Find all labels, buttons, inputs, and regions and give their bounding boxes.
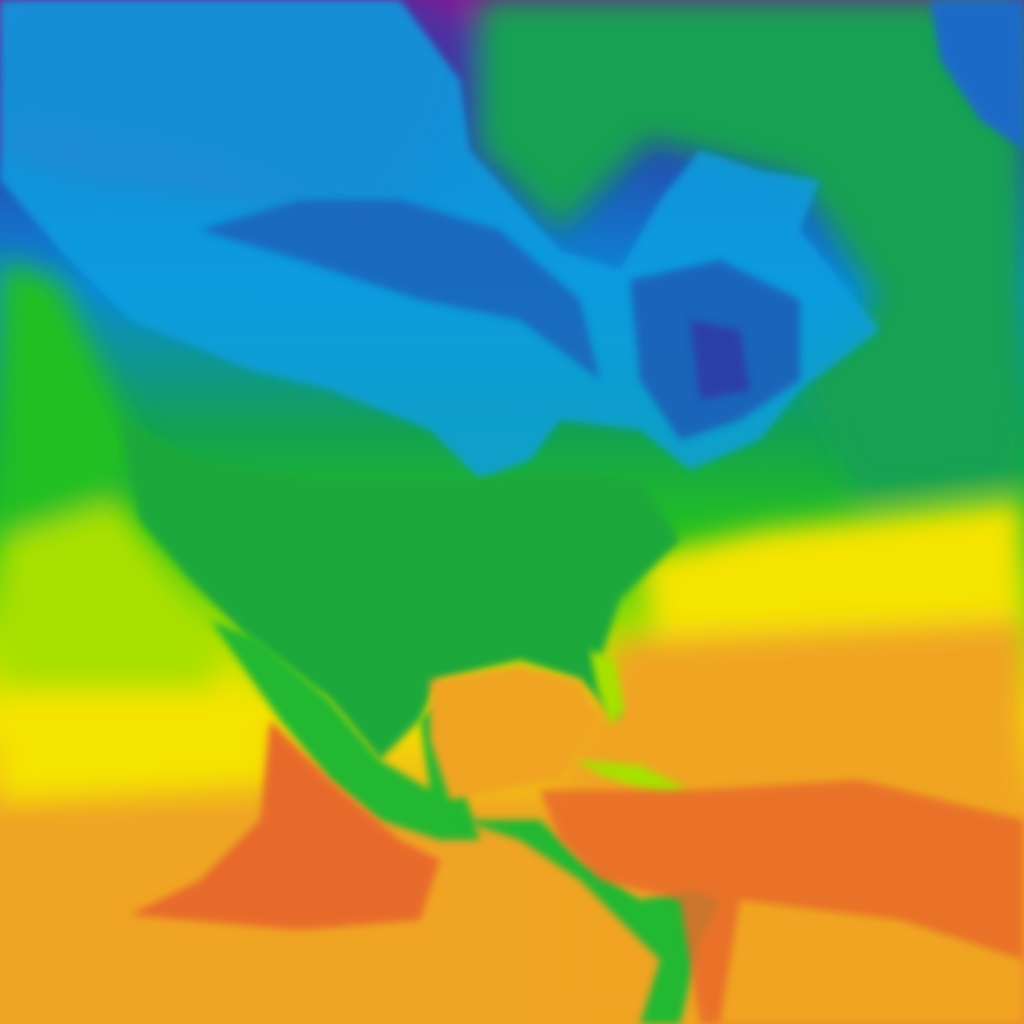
band-west-yellow [0, 660, 280, 800]
band-west-lime [0, 500, 220, 690]
interior-canada-deep-cold [200, 200, 600, 380]
band-mild-east [480, 0, 1024, 500]
hudson-core [690, 320, 750, 400]
south-america-tip [720, 900, 1024, 1024]
pacific-hot-zone [130, 720, 440, 930]
central-america [460, 820, 720, 1024]
usa-mainland [120, 420, 680, 760]
mexico [210, 620, 480, 840]
greenland-edge [930, 0, 1024, 150]
band-west-green [0, 260, 140, 560]
florida [590, 650, 625, 725]
band-warm-southeast [640, 500, 1024, 660]
gulf-of-mexico [430, 665, 600, 800]
cuba [575, 760, 690, 795]
